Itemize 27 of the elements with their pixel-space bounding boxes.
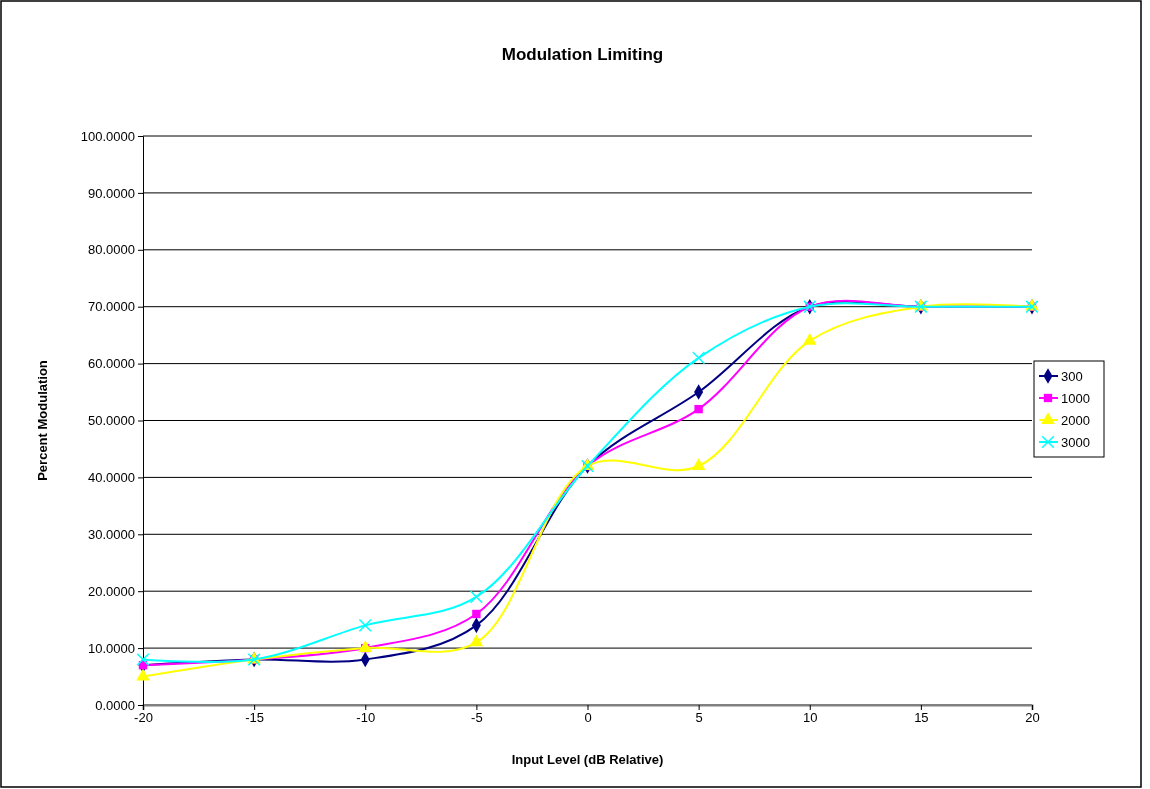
y-tick-label: 60.0000 [88, 356, 135, 372]
y-tick-label: 70.0000 [88, 299, 135, 315]
legend-label: 1000 [1061, 391, 1090, 406]
y-tick-label: 0.0000 [95, 697, 135, 713]
y-tick-label: 40.0000 [88, 470, 135, 486]
x-axis-title: Input Level (dB Relative) [511, 752, 664, 767]
y-axis-title: Percent Modulation [35, 360, 50, 481]
x-tick-label: 20 [1025, 710, 1040, 726]
x-tick-label: 10 [803, 710, 818, 726]
x-tick-label: 15 [914, 710, 929, 726]
x-tick-label: 0 [584, 710, 592, 726]
x-tick-label: 5 [695, 710, 703, 726]
y-tick-label: 80.0000 [88, 242, 135, 258]
x-tick-label: -10 [356, 710, 376, 726]
y-tick-label: 50.0000 [88, 413, 135, 429]
legend-label: 3000 [1061, 435, 1090, 450]
x-tick-label: -5 [471, 710, 483, 726]
y-tick-label: 10.0000 [88, 640, 135, 656]
x-tick-label: -20 [134, 710, 153, 726]
y-tick-label: 30.0000 [88, 526, 135, 542]
chart-title: Modulation Limiting [501, 45, 664, 64]
y-tick-label: 20.0000 [88, 583, 135, 599]
legend-label: 2000 [1061, 413, 1090, 428]
y-tick-label: 90.0000 [88, 185, 135, 201]
legend-label: 300 [1061, 369, 1083, 384]
x-tick-label: -15 [245, 710, 265, 726]
y-tick-label: 100.0000 [80, 128, 135, 144]
